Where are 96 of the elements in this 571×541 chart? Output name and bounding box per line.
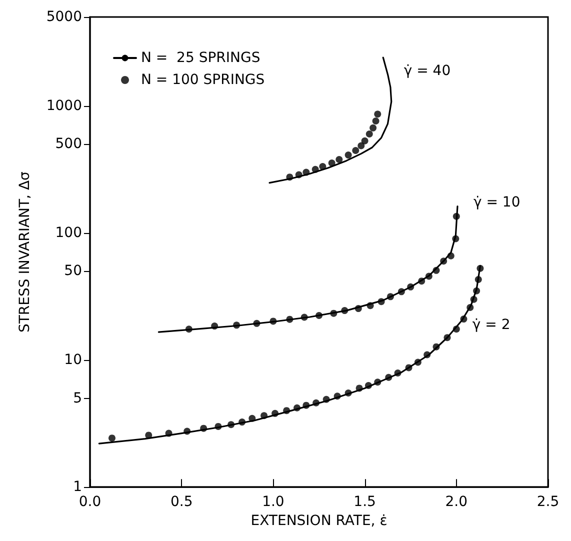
line-series xyxy=(268,56,392,184)
point xyxy=(470,296,478,303)
point xyxy=(211,322,218,330)
point xyxy=(361,137,368,144)
x-tick-label: 2.5 xyxy=(536,494,560,510)
point xyxy=(260,412,268,420)
x-axis-title: EXTENSION RATE, ε̇ xyxy=(250,513,388,529)
point xyxy=(328,159,336,166)
point xyxy=(374,110,382,118)
y-tick-label: 1000 xyxy=(46,98,82,114)
x-tick-label: 1.5 xyxy=(354,494,376,510)
point xyxy=(354,305,362,312)
y-tick-label: 500 xyxy=(55,136,82,152)
point xyxy=(312,399,320,406)
point xyxy=(330,310,338,317)
legend-label: N = 100 SPRINGS xyxy=(141,72,265,88)
point xyxy=(334,392,341,400)
point xyxy=(432,343,440,350)
point xyxy=(374,378,382,386)
point xyxy=(385,374,392,381)
point xyxy=(336,156,343,164)
point xyxy=(200,424,208,432)
point xyxy=(214,422,222,430)
point xyxy=(447,252,454,260)
y-tick-label: 100 xyxy=(55,224,82,241)
point xyxy=(300,314,308,321)
x-tick-label: 0.0 xyxy=(78,494,102,510)
point xyxy=(473,287,480,294)
point xyxy=(424,351,431,358)
point xyxy=(432,266,440,274)
point xyxy=(425,272,432,280)
point xyxy=(108,434,116,442)
point xyxy=(270,318,277,325)
point xyxy=(286,174,294,181)
x-tick-label: 0.5 xyxy=(170,494,193,510)
point xyxy=(414,358,422,366)
point xyxy=(322,396,330,403)
point xyxy=(394,370,402,377)
point xyxy=(378,298,385,306)
point xyxy=(344,152,352,159)
point xyxy=(466,304,474,311)
point xyxy=(238,418,246,426)
point xyxy=(398,288,405,296)
point xyxy=(366,130,373,138)
y-tick-label: 5 xyxy=(73,390,82,406)
point xyxy=(344,390,352,397)
point xyxy=(165,430,172,437)
point xyxy=(312,166,319,173)
point xyxy=(294,404,301,412)
line-series xyxy=(158,205,458,333)
point xyxy=(460,316,468,323)
point xyxy=(440,258,448,265)
point xyxy=(474,276,482,283)
point xyxy=(476,264,484,272)
point xyxy=(405,364,412,372)
point xyxy=(452,326,460,333)
y-tick-label: 10 xyxy=(64,352,82,368)
point xyxy=(452,235,460,242)
legend-label: N = 25 SPRINGS xyxy=(141,50,260,66)
point xyxy=(356,384,363,392)
point xyxy=(444,334,451,342)
point xyxy=(370,124,377,132)
y-axis-title: STRESS INVARIANT, Δσ xyxy=(17,171,33,333)
point xyxy=(185,326,192,333)
point xyxy=(418,278,426,285)
point xyxy=(352,147,360,154)
point xyxy=(283,407,290,414)
point xyxy=(319,163,326,170)
x-tick-label: 1.0 xyxy=(262,494,284,510)
point xyxy=(295,171,302,178)
point xyxy=(358,142,365,150)
annotation: γ̇ = 2 xyxy=(472,317,510,334)
point xyxy=(372,117,380,124)
point xyxy=(184,428,191,435)
point xyxy=(302,402,310,409)
point xyxy=(407,283,414,290)
point xyxy=(233,322,240,329)
y-tick-label: 50 xyxy=(64,263,82,280)
annotation: γ̇ = 40 xyxy=(404,62,451,79)
point xyxy=(302,168,310,176)
y-tick-label: 1 xyxy=(73,479,82,496)
point xyxy=(253,320,260,327)
x-tick-label: 2.0 xyxy=(445,494,468,510)
point xyxy=(452,212,460,220)
y-tick-label: 5000 xyxy=(46,9,82,25)
point xyxy=(316,312,322,319)
point xyxy=(366,302,374,310)
annotation: γ̇ = 10 xyxy=(474,194,520,210)
point xyxy=(286,316,294,323)
point xyxy=(228,421,235,428)
point xyxy=(248,414,256,422)
point xyxy=(364,382,372,390)
point xyxy=(145,432,152,439)
point xyxy=(272,410,279,417)
point xyxy=(341,307,348,314)
point xyxy=(386,293,394,300)
